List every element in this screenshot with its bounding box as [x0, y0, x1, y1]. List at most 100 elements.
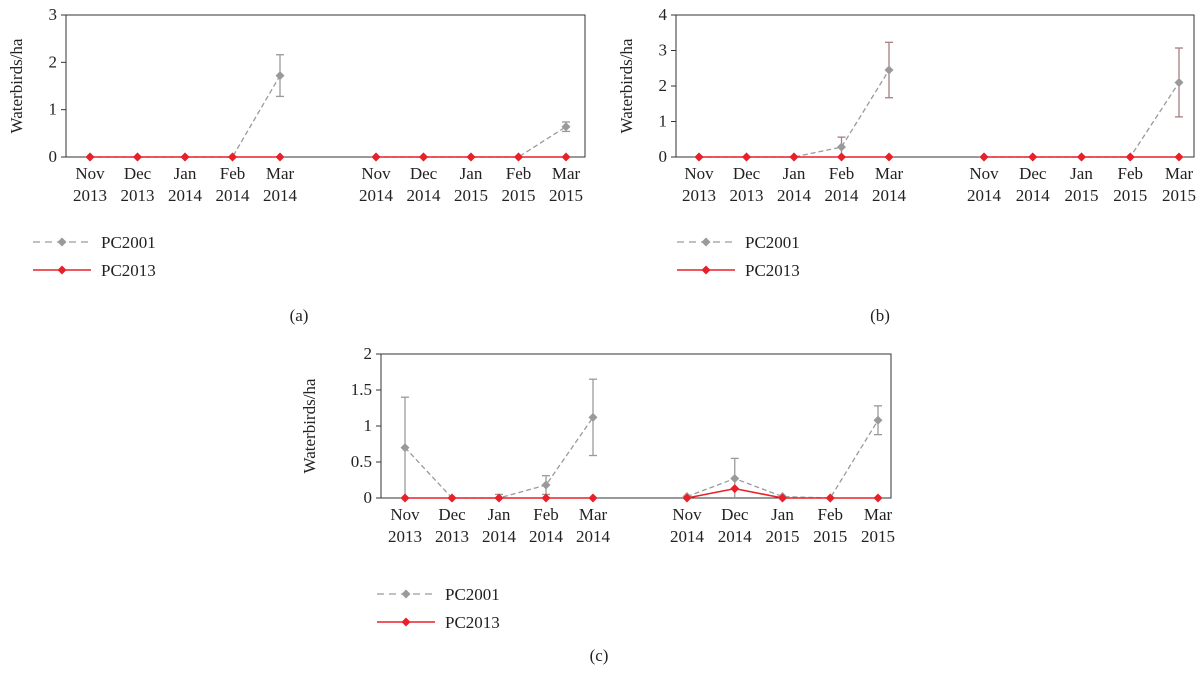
x-tick-label-month: Nov [390, 505, 420, 524]
x-tick-label-year: 2014 [777, 186, 812, 205]
data-point-marker [1174, 152, 1184, 162]
data-point-marker [133, 152, 142, 162]
plot-frame [65, 14, 586, 158]
legend-label-pc2013: PC2013 [445, 613, 500, 632]
x-tick-label-month: Mar [875, 164, 904, 183]
x-tick-label-year: 2014 [263, 186, 298, 205]
data-point-marker [228, 152, 237, 162]
x-tick-label-year: 2015 [454, 186, 488, 205]
series-pc2001 [694, 41, 1184, 162]
panel-caption: (a) [290, 306, 309, 325]
chart-panel-b: 0 1 2 3 4 Waterbirds/ha Nov 2013 Dec 2013 Jan 2014 F… [610, 0, 1199, 335]
data-point-marker [1125, 152, 1135, 162]
data-point-marker [837, 142, 846, 152]
x-tick-label-month: Nov [75, 164, 105, 183]
legend-label-pc2001: PC2001 [745, 233, 800, 252]
data-point-marker [742, 152, 751, 162]
x-tick-label-month: Nov [684, 164, 714, 183]
legend-marker-pc2013 [57, 265, 67, 275]
series-pc2013 [694, 152, 1184, 162]
y-tick-label: 2 [364, 344, 373, 363]
plot-frame [380, 353, 892, 499]
x-tick-label-month: Jan [783, 164, 806, 183]
data-point-marker [400, 493, 410, 503]
x-tick-label-year: 2014 [168, 186, 203, 205]
x-tick-label-year: 2015 [502, 186, 536, 205]
plot-area: 0 0.5 1 1.5 2 [351, 344, 892, 507]
x-tick-label-month: Jan [771, 505, 794, 524]
y-tick-label: 3 [49, 5, 58, 24]
x-tick-label-year: 2014 [407, 186, 442, 205]
y-tick-label: 2 [49, 52, 58, 71]
y-axis-label: Waterbirds/ha [7, 38, 26, 133]
series-pc2001 [85, 54, 571, 162]
series-pc2013 [400, 484, 883, 503]
x-tick-label-month: Jan [174, 164, 197, 183]
x-tick-label-year: 2013 [121, 186, 155, 205]
data-point-marker [419, 152, 428, 162]
x-tick-label-year: 2013 [388, 527, 422, 546]
data-point-marker [884, 152, 894, 162]
legend: PC2001 PC2013 [677, 233, 800, 280]
x-tick-label-year: 2015 [766, 527, 800, 546]
x-tick-label-year: 2014 [359, 186, 394, 205]
plot-area: 0 1 2 3 4 [659, 5, 1195, 166]
data-point-marker [275, 71, 285, 81]
y-tick-label: 1 [364, 416, 373, 435]
y-tick-label: 0 [659, 147, 668, 166]
legend-label-pc2001: PC2001 [445, 585, 500, 604]
y-tick-label: 3 [659, 41, 668, 60]
x-tick-label-month: Feb [829, 164, 855, 183]
data-point-marker [588, 412, 598, 422]
legend: PC2001 PC2013 [33, 233, 156, 280]
x-tick-label-year: 2015 [1162, 186, 1196, 205]
x-tick-label-month: Feb [1118, 164, 1144, 183]
x-tick-label-year: 2013 [682, 186, 716, 205]
data-point-marker [979, 152, 989, 162]
panel-caption: (b) [870, 306, 890, 325]
legend: PC2001 PC2013 [377, 585, 500, 632]
x-tick-label-month: Feb [818, 505, 844, 524]
series-line [376, 126, 567, 158]
x-tick-label-year: 2015 [1113, 186, 1147, 205]
panel-caption: (c) [590, 646, 609, 665]
data-point-marker [789, 152, 799, 162]
legend-label-pc2013: PC2013 [745, 261, 800, 280]
y-tick-label: 2 [659, 76, 668, 95]
x-tick-label-year: 2014 [529, 527, 564, 546]
x-tick-label-year: 2014 [872, 186, 907, 205]
chart-panel-c: 0 0.5 1 1.5 2 Waterbirds/ha Nov 2013 Dec 2013 Jan 2… [295, 338, 905, 671]
chart-svg-c: 0 0.5 1 1.5 2 Waterbirds/ha Nov 2013 Dec 2013 Jan 2… [300, 344, 895, 665]
x-tick-label-month: Jan [460, 164, 483, 183]
x-tick-label-year: 2015 [861, 527, 895, 546]
series-line [699, 69, 890, 158]
series-line [686, 419, 879, 499]
plot-frame [675, 14, 1195, 158]
x-tick-label-month: Dec [1019, 164, 1047, 183]
x-tick-label-month: Mar [552, 164, 581, 183]
x-tick-label-month: Dec [410, 164, 438, 183]
data-point-marker [180, 152, 190, 162]
legend-marker-pc2001 [701, 237, 711, 247]
chart-panel-a: 0 1 2 3 Waterbirds/ha Nov 2013 Dec 2013 Jan 2014 Fe… [0, 0, 600, 335]
y-tick-label: 0 [49, 147, 58, 166]
x-tick-label-month: Dec [733, 164, 761, 183]
x-tick-label-year: 2014 [670, 527, 705, 546]
y-tick-label: 1.5 [351, 380, 372, 399]
x-tick-label-year: 2015 [549, 186, 583, 205]
legend-marker-pc2013 [701, 265, 711, 275]
data-point-marker [1174, 77, 1184, 87]
x-tick-label-month: Mar [864, 505, 893, 524]
data-point-marker [1028, 152, 1038, 162]
data-point-marker [837, 152, 846, 162]
x-tick-label-year: 2014 [216, 186, 251, 205]
series-line [984, 82, 1180, 158]
x-tick-label-year: 2014 [482, 527, 517, 546]
y-axis-label: Waterbirds/ha [300, 378, 319, 473]
legend-marker-pc2001 [57, 237, 67, 247]
chart-svg-b: 0 1 2 3 4 Waterbirds/ha Nov 2013 Dec 2013 Jan 2014 F… [617, 5, 1196, 325]
data-point-marker [541, 480, 551, 490]
data-point-marker [884, 65, 894, 75]
x-tick-label-year: 2015 [813, 527, 847, 546]
legend-marker-pc2013 [401, 617, 411, 627]
